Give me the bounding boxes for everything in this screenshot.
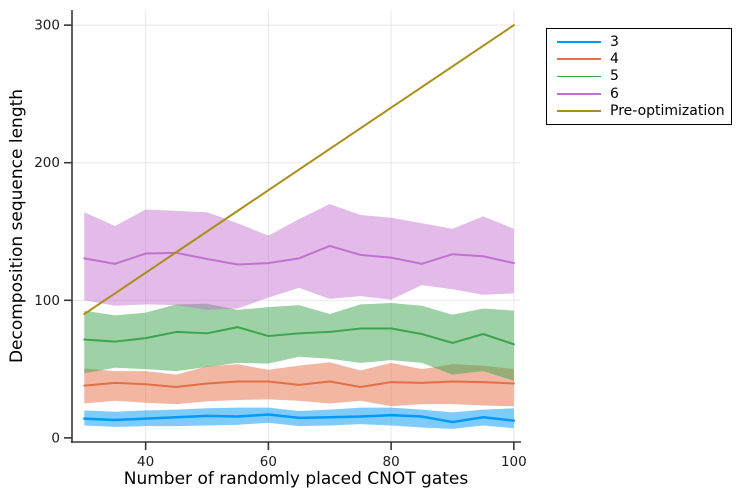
- x-tick-label: 80: [383, 454, 400, 470]
- x-tick-label: 40: [137, 454, 154, 470]
- legend-label: Pre-optimization: [610, 103, 725, 120]
- line-series-Pre-optimization: [83, 24, 515, 316]
- line-series-4: [83, 380, 515, 388]
- legend-label: 5: [610, 68, 619, 85]
- ribbon-series-6: [84, 203, 514, 310]
- legend-line-swatch-4: [557, 58, 601, 60]
- ribbon-series-5: [84, 303, 514, 381]
- y-tick-label: 200: [34, 155, 60, 171]
- legend-item-6: 6: [547, 86, 731, 102]
- x-tick-label: 60: [260, 454, 277, 470]
- legend-line-swatch-3: [557, 40, 601, 43]
- line-series-5: [83, 326, 515, 346]
- legend-label: 4: [610, 51, 619, 68]
- line-series-3: [83, 413, 516, 424]
- legend-label: 3: [610, 33, 619, 50]
- x-axis-label: Number of randomly placed CNOT gates: [123, 469, 469, 489]
- legend-item-5: 5: [547, 68, 731, 84]
- legend-item-3: 3: [547, 34, 731, 50]
- y-tick-label: 100: [34, 293, 60, 309]
- legend: 3 4 5 6 Pre-optimization: [546, 28, 732, 125]
- y-tick-label: 300: [34, 18, 60, 34]
- legend-line-swatch-5: [557, 75, 601, 78]
- legend-line-swatch-6: [557, 92, 601, 95]
- legend-line-swatch-pre-optimization: [557, 110, 601, 113]
- x-tick-label: 100: [501, 454, 527, 470]
- line-series-6: [83, 244, 515, 266]
- y-axis-label: Decomposition sequence length: [7, 88, 27, 364]
- y-tick-label: 0: [51, 430, 60, 446]
- legend-item-4: 4: [547, 51, 731, 67]
- legend-item-pre-optimization: Pre-optimization: [547, 103, 731, 119]
- legend-label: 6: [610, 85, 619, 102]
